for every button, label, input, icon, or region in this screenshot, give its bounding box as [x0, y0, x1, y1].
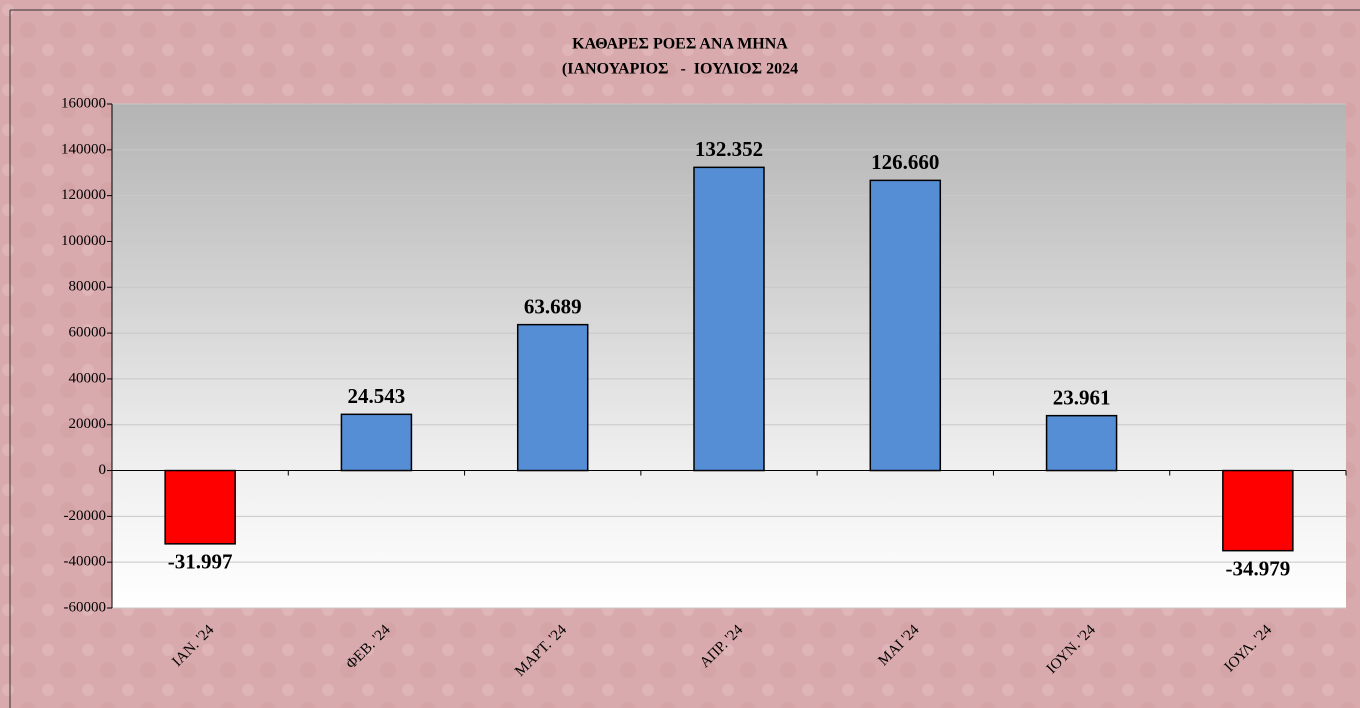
value-label: -31.997 — [168, 550, 233, 574]
y-tick-label: 100000 — [61, 233, 106, 249]
value-label: 24.543 — [348, 384, 406, 408]
y-tick-label: 40000 — [69, 370, 107, 386]
y-tick-label: 160000 — [61, 95, 106, 111]
value-label: 126.660 — [871, 150, 939, 174]
y-tick-label: 80000 — [69, 279, 107, 295]
bar — [340, 413, 413, 472]
y-tick-label: 60000 — [69, 325, 107, 341]
value-label: 23.961 — [1053, 385, 1111, 409]
bar — [1222, 469, 1294, 552]
bar — [1045, 414, 1118, 472]
y-tick-label: 0 — [99, 462, 107, 478]
chart-title: ΚΑΘΑΡΕΣ ΡΟΕΣ ΑΝΑ ΜΗΝΑ — [572, 36, 788, 53]
y-tick-label: 20000 — [69, 416, 107, 432]
value-label: -34.979 — [1225, 556, 1290, 580]
y-tick-label: -20000 — [64, 508, 107, 524]
bar — [516, 323, 589, 472]
bar — [869, 179, 942, 472]
value-label: 132.352 — [695, 137, 763, 161]
y-tick-label: 120000 — [61, 187, 106, 203]
y-tick-label: 140000 — [61, 141, 106, 157]
chart-subtitle: (ΙΑΝΟΥΑΡΙΟΣ - ΙΟΥΛΙΟΣ 2024 — [562, 61, 798, 78]
value-label: 63.689 — [524, 294, 582, 318]
bar — [164, 469, 236, 545]
y-tick-label: -60000 — [64, 599, 107, 615]
bar — [693, 166, 765, 472]
y-tick-label: -40000 — [64, 554, 107, 570]
